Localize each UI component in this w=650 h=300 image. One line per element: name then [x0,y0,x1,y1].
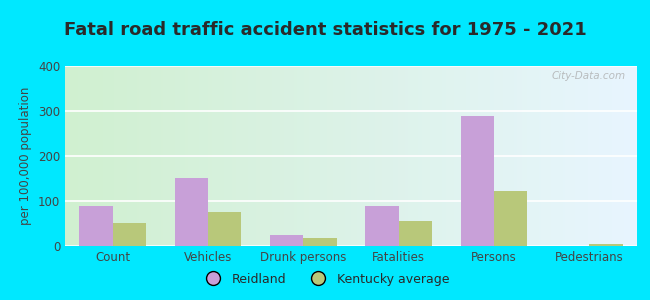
Bar [365,206,398,246]
Bar [494,191,527,246]
Y-axis label: per 100,000 population: per 100,000 population [20,87,32,225]
Bar [208,212,241,246]
Text: City-Data.com: City-Data.com [551,71,625,81]
Bar [79,206,112,246]
Bar [270,235,304,246]
Bar [304,238,337,246]
Bar [398,221,432,246]
Bar [175,178,208,246]
Bar [590,244,623,246]
Bar [112,223,146,246]
Bar [461,116,494,246]
Text: Fatal road traffic accident statistics for 1975 - 2021: Fatal road traffic accident statistics f… [64,21,586,39]
Legend: Reidland, Kentucky average: Reidland, Kentucky average [196,268,454,291]
